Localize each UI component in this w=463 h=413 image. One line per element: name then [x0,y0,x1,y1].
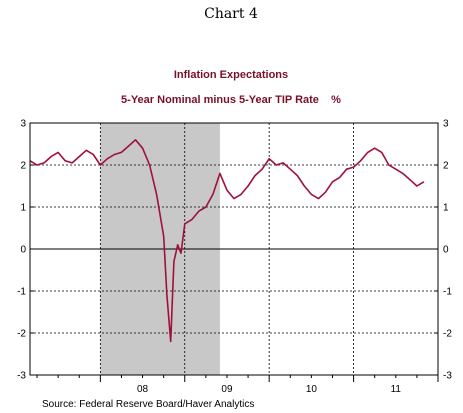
y-tick-label-right: 2 [443,161,449,172]
x-tick-label: 11 [391,384,402,395]
axis-layer [29,122,439,382]
series-layer [29,139,425,343]
x-tick-label: 10 [306,384,318,395]
y-tick-label-right: 1 [443,203,449,214]
y-tick-label-left: 1 [20,203,26,214]
y-tick-label-left: -1 [17,287,26,298]
chart-subtitle: 5-Year Nominal minus 5-Year TIP Rate % [121,94,341,106]
page-header: Chart 4 [204,6,258,22]
y-tick-label-right: 0 [443,245,449,256]
y-tick-label-right: -3 [443,371,452,382]
y-tick-label-left: 3 [20,119,26,130]
gridlines-layer [30,123,439,375]
x-tick-label: 08 [137,384,149,395]
y-tick-label-left: 0 [20,245,26,256]
y-tick-label-left: 2 [20,161,26,172]
chart-title: Inflation Expectations [174,69,288,81]
source-note: Source: Federal Reserve Board/Haver Anal… [42,399,254,410]
y-tick-label-left: -2 [17,329,26,340]
y-tick-label-right: -1 [443,287,452,298]
tick-label-layer: 3 32 21 10 0-1 -1-2 -2-3 -308 09 10 11 [17,119,452,396]
y-tick-label-right: 3 [443,119,449,130]
y-tick-label-right: -2 [443,329,452,340]
x-tick-label: 09 [221,384,233,395]
series-line [29,139,425,343]
y-tick-label-left: -3 [17,371,26,382]
